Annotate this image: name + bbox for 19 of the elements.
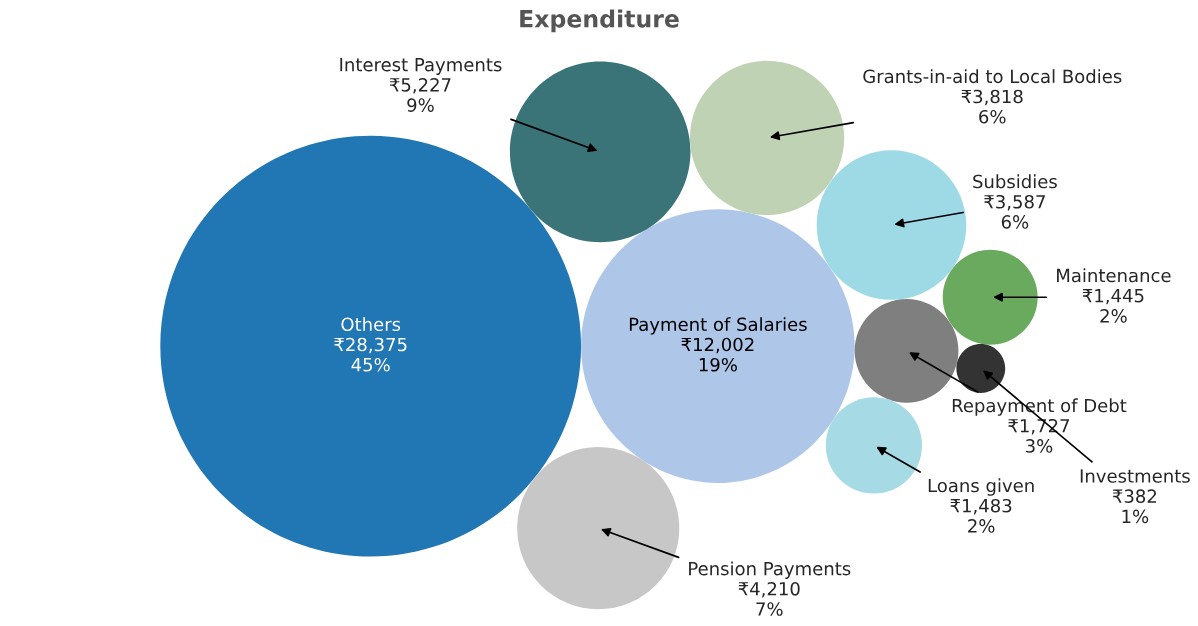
category-label: Interest Payments xyxy=(340,58,502,75)
data-label: ₹28,375 45% xyxy=(334,337,407,372)
category-label: Others xyxy=(341,317,401,332)
text: Expenditure xyxy=(520,9,679,33)
category-label: Subsidies xyxy=(973,174,1057,189)
data-label: ₹382 1% xyxy=(1112,489,1157,524)
category-label: Maintenance xyxy=(1057,268,1171,283)
data-label: ₹3,587 6% xyxy=(984,194,1045,229)
data-label: ₹4,210 7% xyxy=(738,581,800,616)
category-label: Investments xyxy=(1080,469,1190,483)
data-label: ₹12,002 19% xyxy=(681,337,754,372)
data-label: ₹3,818 6% xyxy=(961,89,1023,124)
category-label: Pension Payments xyxy=(689,561,851,579)
data-label: ₹1,445 2% xyxy=(1082,289,1144,323)
data-label: ₹5,227 9% xyxy=(389,78,451,112)
category-label: Loans given xyxy=(928,478,1034,496)
category-label: Grants-in-aid to Local Bodies xyxy=(863,69,1122,84)
category-label: Payment of Salaries xyxy=(629,317,807,335)
data-label: ₹1,483 2% xyxy=(950,498,1012,533)
